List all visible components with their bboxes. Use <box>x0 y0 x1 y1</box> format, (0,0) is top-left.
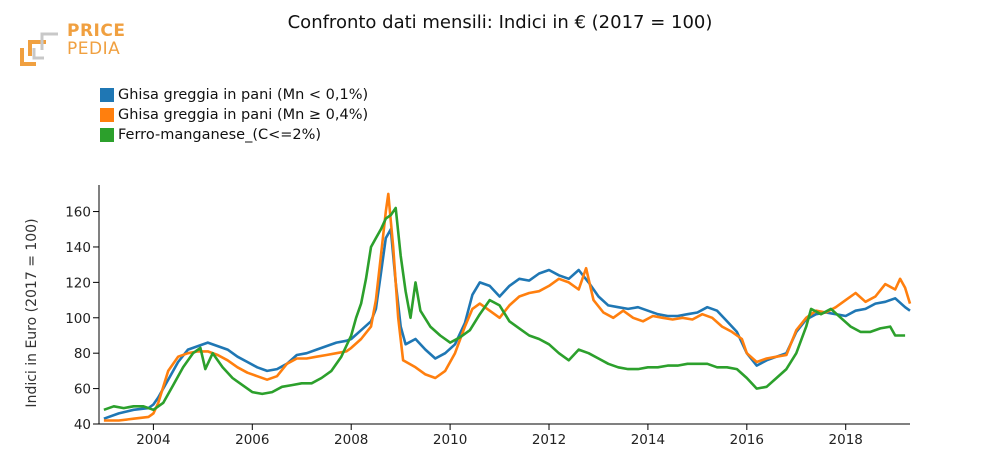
chart-legend: Ghisa greggia in pani (Mn < 0,1%) Ghisa … <box>100 85 368 145</box>
logo-icon <box>20 32 58 66</box>
legend-item-ghisa-mn-high: Ghisa greggia in pani (Mn ≥ 0,4%) <box>100 105 368 125</box>
legend-swatch <box>100 108 114 122</box>
logo-word-price: PRICE <box>67 21 126 41</box>
x-tick-label: 2018 <box>829 432 863 448</box>
y-axis-label: Indici in Euro (2017 = 100) <box>24 218 40 408</box>
x-tick-label: 2012 <box>532 432 566 448</box>
legend-label: Ghisa greggia in pani (Mn < 0,1%) <box>118 87 369 103</box>
legend-item-ferro-manganese: Ferro-manganese_(C<=2%) <box>100 125 368 145</box>
pricepedia-logo: PRICE PEDIA <box>20 20 130 70</box>
series-line-0 <box>103 228 911 420</box>
series-line-2 <box>103 206 906 412</box>
x-tick-label: 2008 <box>334 432 368 448</box>
legend-item-ghisa-mn-low: Ghisa greggia in pani (Mn < 0,1%) <box>100 85 368 105</box>
y-tick-label: 40 <box>74 417 91 433</box>
logo-word-pedia: PEDIA <box>67 39 121 59</box>
y-tick-label: 160 <box>65 205 91 221</box>
x-tick-label: 2010 <box>433 432 467 448</box>
legend-swatch <box>100 128 114 142</box>
x-tick-label: 2004 <box>136 432 170 448</box>
legend-swatch <box>100 88 114 102</box>
legend-label: Ghisa greggia in pani (Mn ≥ 0,4%) <box>118 107 369 123</box>
y-tick-label: 80 <box>74 346 91 362</box>
y-tick-label: 60 <box>74 382 91 398</box>
x-tick-label: 2014 <box>631 432 665 448</box>
chart-title: Confronto dati mensili: Indici in € (201… <box>287 12 713 33</box>
y-tick-label: 100 <box>65 311 91 327</box>
y-tick-label: 140 <box>65 240 91 256</box>
legend-label: Ferro-manganese_(C<=2%) <box>118 127 322 143</box>
x-tick-label: 2016 <box>730 432 764 448</box>
x-tick-label: 2006 <box>235 432 269 448</box>
series-line-1 <box>103 192 912 422</box>
y-tick-label: 120 <box>65 275 91 291</box>
